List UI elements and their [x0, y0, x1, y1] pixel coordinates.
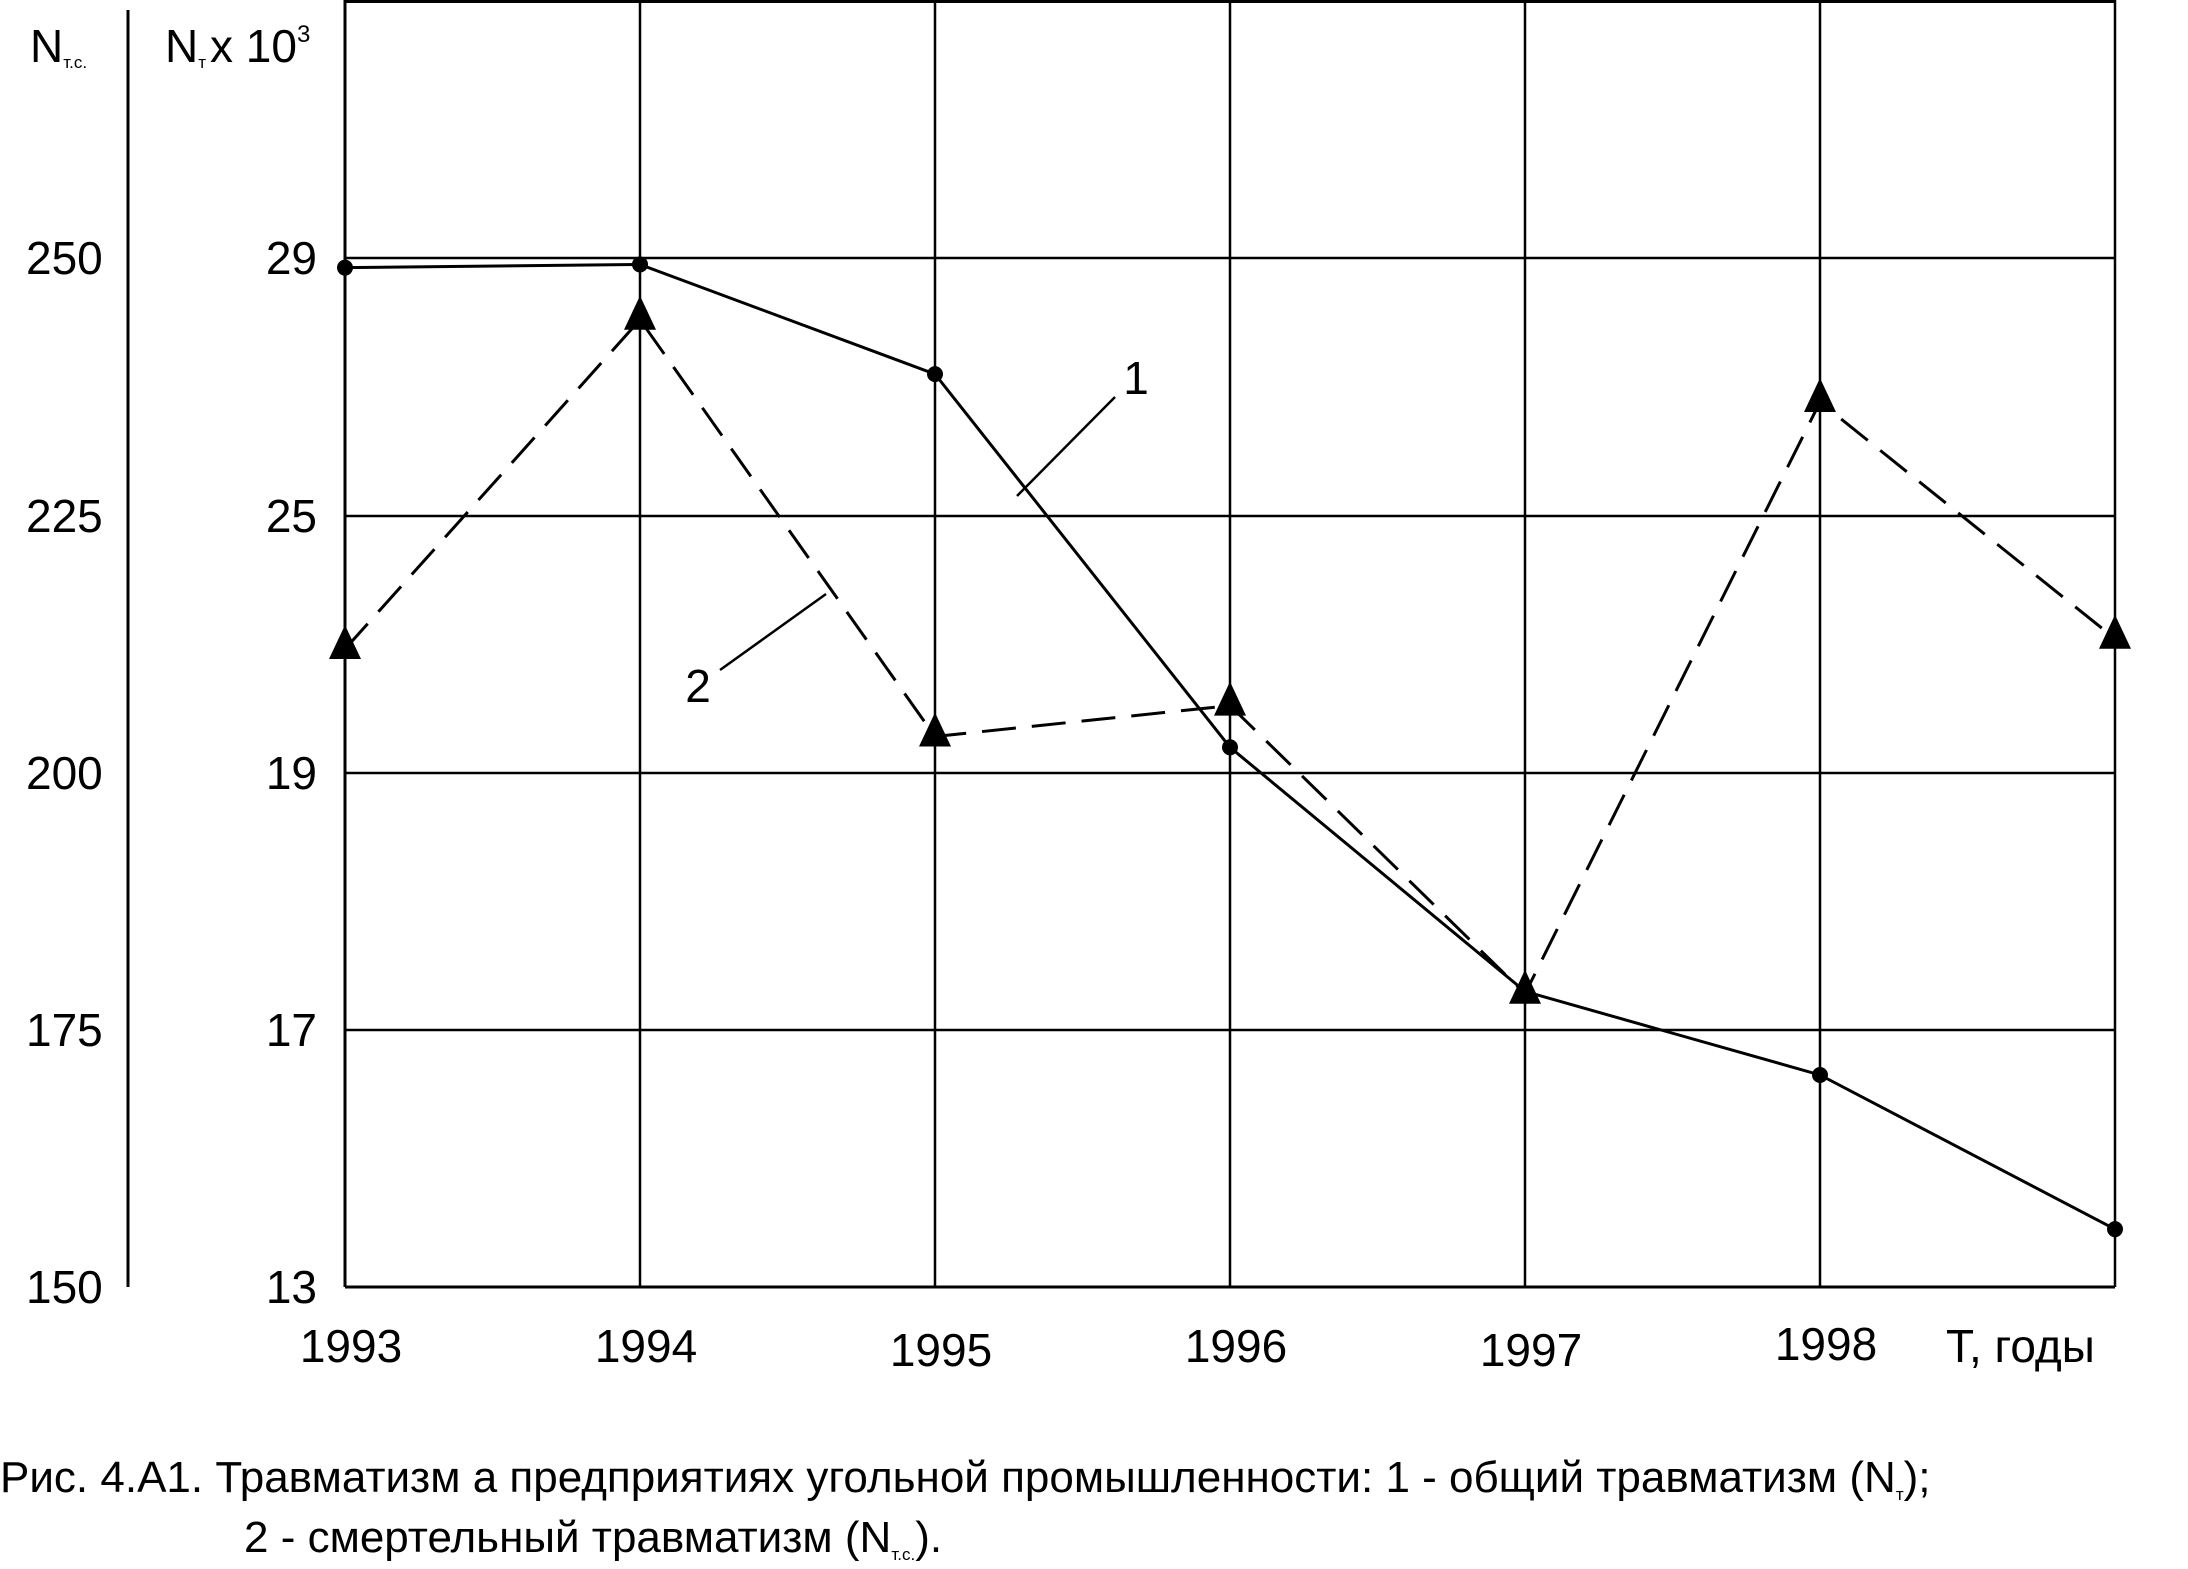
x-axis-ticks: 1993 1994 1995 1996 1997 1998	[300, 1318, 1877, 1376]
series-2-label: 2	[685, 660, 711, 712]
inner-tick-label: 29	[266, 232, 317, 284]
series-1-label: 1	[1123, 352, 1149, 404]
inner-tick-label: 25	[266, 490, 317, 542]
inner-axis-ticks: 29 25 19 17 13	[266, 232, 317, 1313]
x-axis-label: T, годы	[1946, 1320, 2095, 1372]
series-markers	[329, 256, 2131, 1238]
x-tick-label: 1996	[1185, 1320, 1287, 1372]
x-tick-label: 1995	[890, 1324, 992, 1376]
series-1-point	[1812, 1066, 1828, 1083]
series-2-point	[2099, 614, 2131, 649]
chart-grid	[126, 0, 2117, 1289]
series-2-point	[1214, 681, 1246, 716]
series-callouts: 12	[685, 352, 1149, 712]
series-2-point	[1509, 969, 1541, 1004]
x-tick-label: 1997	[1480, 1324, 1582, 1376]
series-1-point	[632, 256, 648, 273]
series-2-leader	[719, 592, 827, 672]
x-tick-label: 1993	[300, 1320, 402, 1372]
inner-tick-label: 19	[266, 747, 317, 799]
x-tick-label: 1998	[1775, 1318, 1877, 1370]
outer-tick-label: 175	[26, 1004, 103, 1056]
series-1-point	[927, 366, 943, 383]
series-2-point	[624, 295, 656, 330]
outer-tick-label: 225	[26, 490, 103, 542]
outer-axis-label: Nт.с.	[30, 20, 87, 72]
inner-axis-label: Nтx 103	[165, 20, 310, 72]
caption-line-1: Рис. 4.А1. Травматизм а предприятиях уго…	[0, 1453, 1931, 1504]
outer-tick-label: 150	[26, 1261, 103, 1313]
outer-tick-label: 200	[26, 747, 103, 799]
series-2-point	[1804, 378, 1836, 413]
series-1-point	[337, 259, 353, 276]
series-1-point	[2107, 1221, 2123, 1238]
series-2-point	[329, 625, 361, 660]
inner-tick-label: 17	[266, 1004, 317, 1056]
inner-tick-label: 13	[266, 1261, 317, 1313]
outer-tick-label: 250	[26, 232, 103, 284]
x-tick-label: 1994	[595, 1320, 697, 1372]
series-1-leader	[1016, 396, 1116, 497]
series-2-point	[919, 712, 951, 747]
series-1-point	[1222, 739, 1238, 756]
caption-line-2: 2 - смертельный травматизм (Nт.с.).	[244, 1513, 942, 1564]
outer-axis-ticks: 250 225 200 175 150	[26, 232, 103, 1313]
